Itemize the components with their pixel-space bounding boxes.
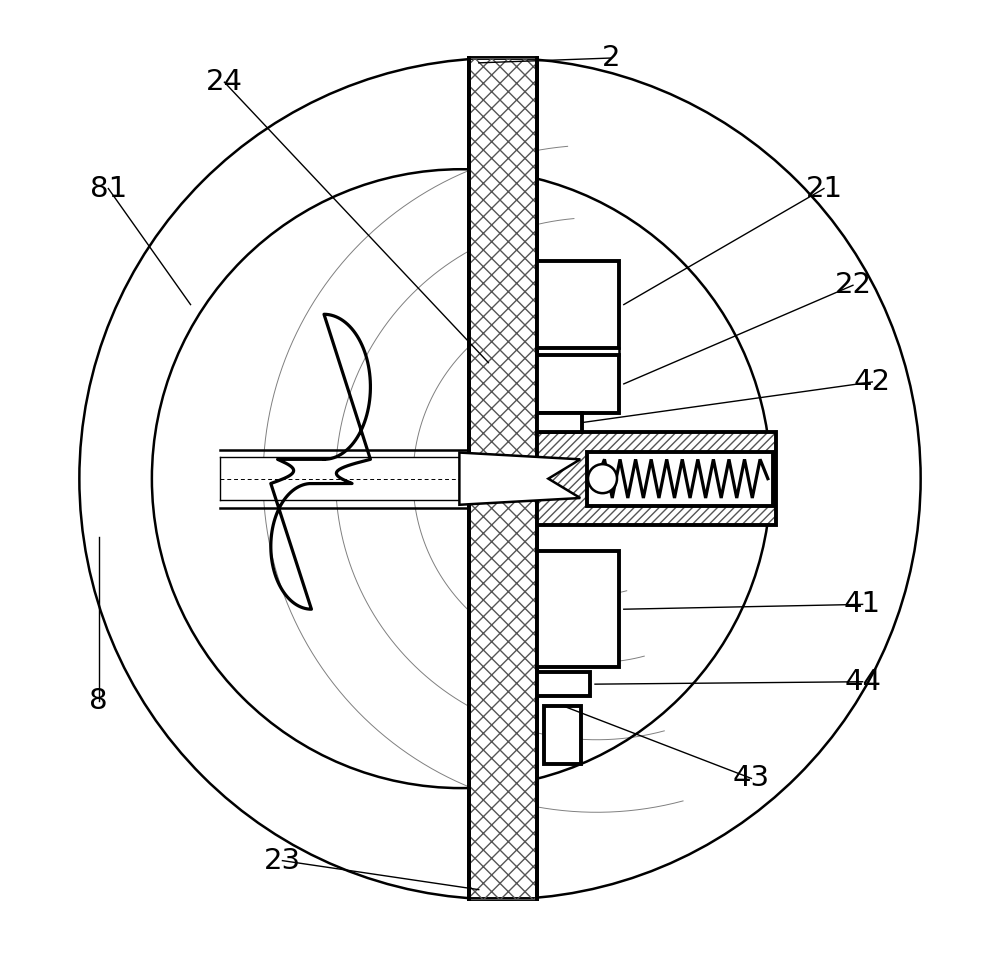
Bar (537, 413, 582, 432)
Text: 8: 8 (89, 688, 108, 715)
Polygon shape (459, 453, 580, 505)
Bar (544, 706, 581, 764)
Bar (537, 551, 619, 667)
Bar (537, 432, 776, 525)
Bar (587, 452, 773, 506)
Text: 2: 2 (602, 44, 620, 72)
Bar (220, 457, 556, 500)
Text: 23: 23 (264, 847, 301, 874)
Bar (537, 355, 619, 413)
Text: 41: 41 (844, 591, 881, 618)
Text: 24: 24 (206, 69, 243, 96)
Circle shape (588, 464, 617, 493)
Bar (537, 261, 619, 348)
Bar (537, 432, 776, 525)
Bar (469, 58, 537, 899)
Text: 44: 44 (844, 668, 881, 695)
Text: 43: 43 (733, 765, 770, 792)
Text: 21: 21 (805, 175, 843, 202)
Text: 42: 42 (854, 368, 891, 396)
Text: 81: 81 (90, 175, 127, 202)
Bar (469, 58, 537, 899)
Bar (537, 672, 590, 696)
Text: 22: 22 (834, 272, 871, 299)
Bar (537, 432, 776, 525)
